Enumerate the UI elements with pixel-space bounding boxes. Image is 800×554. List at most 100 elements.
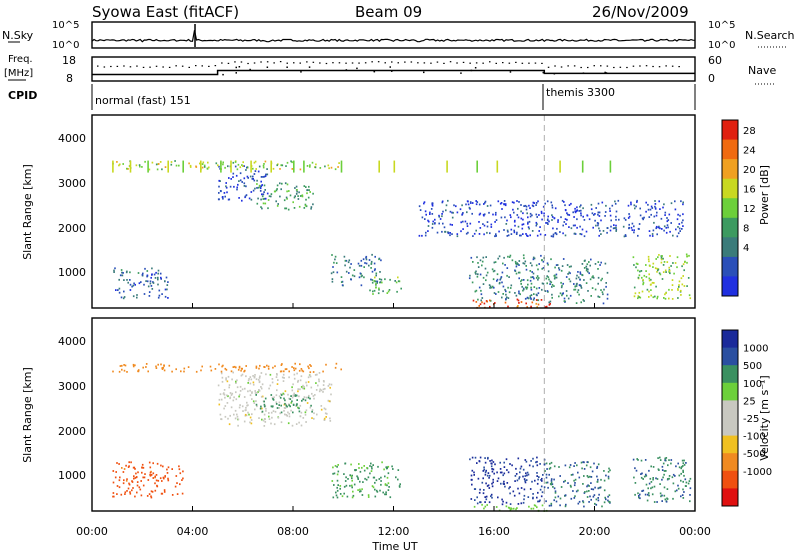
velocity-cell (263, 425, 266, 427)
power-colorbar-swatch (722, 139, 738, 160)
velocity-cell (536, 456, 538, 459)
nave-dot (645, 65, 648, 67)
power-cell (568, 265, 571, 268)
velocity-cell (263, 405, 266, 408)
velocity-cell (228, 384, 231, 386)
power-cell (525, 268, 528, 271)
power-cell (195, 166, 198, 168)
power-cell (670, 265, 672, 267)
velocity-cell (665, 470, 667, 472)
power-cell (121, 271, 123, 274)
power-cell (677, 297, 679, 299)
velocity-cell (281, 376, 284, 379)
velocity-cell (603, 479, 606, 482)
power-cell (614, 200, 616, 203)
velocity-cell (127, 466, 130, 468)
velocity-ylabel: Slant Range [km] (21, 367, 34, 463)
nave-dot (567, 65, 569, 67)
velocity-colorbar-swatch (722, 347, 738, 366)
power-cell (477, 266, 480, 268)
power-cell (151, 273, 153, 276)
nave-dot (384, 62, 386, 64)
velocity-cell (652, 478, 654, 481)
power-cell (117, 289, 119, 291)
velocity-cell (530, 460, 532, 462)
velocity-cell (375, 489, 378, 492)
power-cell (667, 219, 670, 221)
power-cell (536, 306, 538, 308)
power-cell (475, 289, 478, 292)
power-cell (146, 270, 149, 272)
nsky-label: N.Sky (2, 29, 34, 42)
power-cell (573, 216, 575, 218)
power-cell (514, 219, 516, 222)
power-cell (496, 278, 499, 281)
power-cell (149, 280, 152, 283)
power-cell (283, 199, 286, 202)
power-cell (375, 274, 377, 277)
velocity-cell (277, 379, 279, 381)
power-colorbar-tick: 24 (743, 145, 756, 156)
vel-ytick-2000: 2000 (58, 425, 86, 438)
velocity-cell (284, 407, 287, 409)
velocity-cell (251, 392, 253, 394)
power-cell (655, 214, 658, 217)
power-cell (551, 206, 554, 209)
power-cell (224, 166, 226, 169)
velocity-cell (583, 475, 585, 477)
power-cell (468, 206, 471, 209)
velocity-cell (175, 368, 177, 371)
power-cell (349, 266, 351, 269)
velocity-cell (374, 488, 376, 491)
power-cell (275, 189, 278, 192)
power-cell (652, 262, 655, 265)
velocity-cell (255, 403, 258, 406)
power-cell (353, 269, 356, 271)
power-cell (642, 218, 644, 221)
power-cell (504, 301, 507, 304)
power-cell (563, 300, 566, 302)
velocity-cell (142, 466, 145, 469)
nave-dot (201, 65, 203, 67)
power-cell (518, 302, 520, 304)
power-cell (566, 218, 568, 221)
power-cell (507, 286, 509, 289)
velocity-cell (238, 406, 241, 409)
power-cell (678, 227, 681, 230)
velocity-cell (564, 494, 567, 497)
velocity-cell (260, 405, 262, 408)
power-cell (201, 166, 204, 169)
power-cell (613, 224, 615, 226)
power-cell (150, 285, 153, 287)
power-cell (486, 271, 489, 274)
velocity-cell (232, 371, 234, 374)
velocity-cell (661, 494, 663, 497)
power-cell (493, 286, 495, 289)
velocity-cell (550, 461, 553, 464)
power-cell (663, 225, 666, 228)
velocity-cell (181, 492, 184, 495)
power-cell (368, 264, 370, 267)
power-cell (363, 276, 365, 279)
power-cell (438, 214, 440, 217)
velocity-cell (580, 461, 583, 464)
power-cell (303, 207, 306, 209)
velocity-cell (305, 381, 307, 384)
power-cell (264, 202, 267, 205)
velocity-cell (330, 383, 333, 386)
power-cell (563, 297, 566, 300)
velocity-cell (527, 496, 530, 498)
velocity-cell (675, 465, 677, 468)
velocity-cell (141, 463, 144, 466)
power-cell (337, 166, 339, 168)
power-cell (663, 261, 666, 263)
velocity-cell (160, 464, 162, 467)
power-cell (554, 207, 557, 210)
velocity-cell (642, 489, 645, 492)
velocity-cell (567, 482, 569, 484)
power-cell (483, 203, 485, 205)
velocity-cell (663, 494, 666, 497)
power-cell (263, 191, 265, 193)
power-cell (527, 222, 529, 225)
power-cell (551, 284, 554, 286)
